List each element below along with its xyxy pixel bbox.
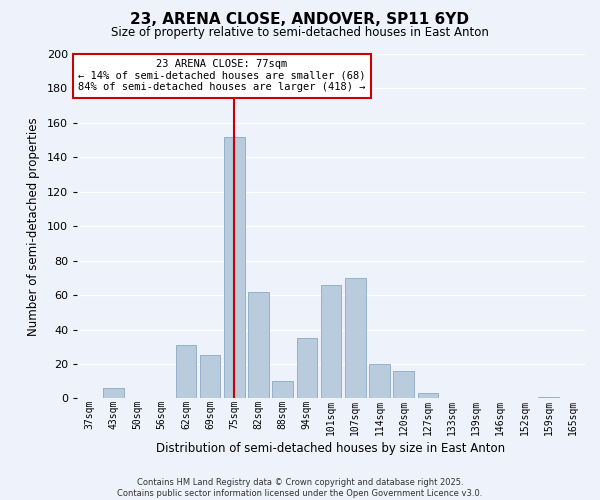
Bar xyxy=(321,285,341,399)
Text: 23 ARENA CLOSE: 77sqm
← 14% of semi-detached houses are smaller (68)
84% of semi: 23 ARENA CLOSE: 77sqm ← 14% of semi-deta… xyxy=(78,59,365,92)
Bar xyxy=(224,136,245,398)
Bar xyxy=(418,394,438,398)
X-axis label: Distribution of semi-detached houses by size in East Anton: Distribution of semi-detached houses by … xyxy=(157,442,506,455)
Y-axis label: Number of semi-detached properties: Number of semi-detached properties xyxy=(27,117,40,336)
Bar xyxy=(103,388,124,398)
Text: Contains HM Land Registry data © Crown copyright and database right 2025.
Contai: Contains HM Land Registry data © Crown c… xyxy=(118,478,482,498)
Bar xyxy=(369,364,389,398)
Bar xyxy=(272,381,293,398)
Bar xyxy=(296,338,317,398)
Bar xyxy=(538,396,559,398)
Bar xyxy=(345,278,365,398)
Bar xyxy=(176,345,196,399)
Text: 23, ARENA CLOSE, ANDOVER, SP11 6YD: 23, ARENA CLOSE, ANDOVER, SP11 6YD xyxy=(131,12,470,28)
Bar xyxy=(248,292,269,399)
Bar xyxy=(394,371,414,398)
Text: Size of property relative to semi-detached houses in East Anton: Size of property relative to semi-detach… xyxy=(111,26,489,39)
Bar xyxy=(200,356,220,399)
